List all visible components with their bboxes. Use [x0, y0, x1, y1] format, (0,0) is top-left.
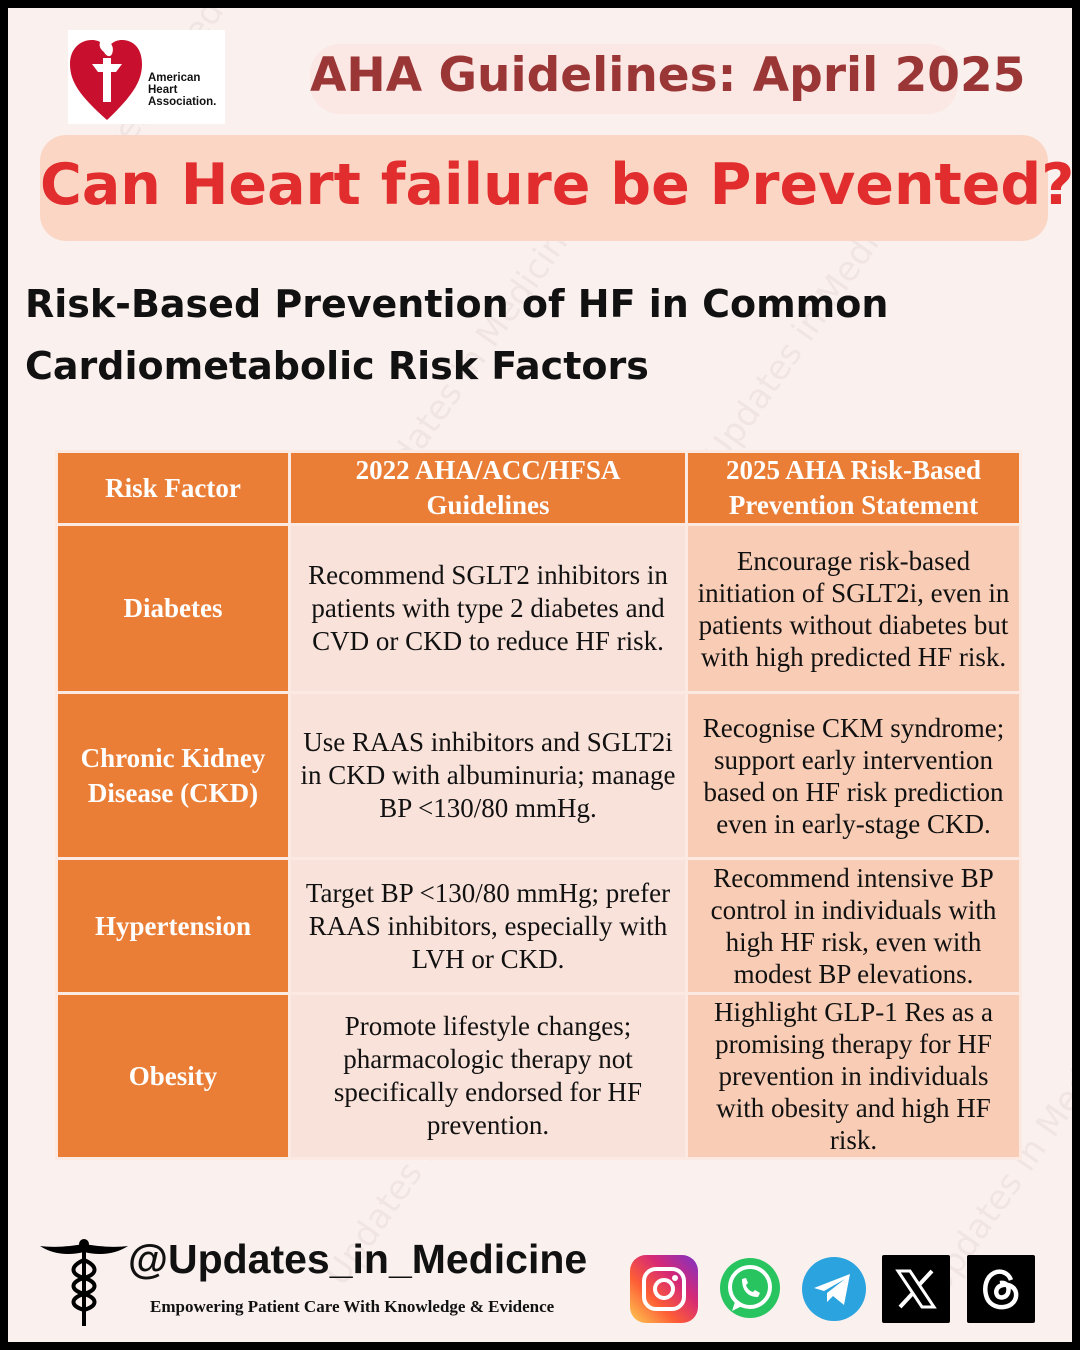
- section-title-line: Risk-Based Prevention of HF in Common: [25, 282, 889, 326]
- guideline-2022-cell: Target BP <130/80 mmHg; prefer RAAS inhi…: [288, 857, 688, 995]
- instagram-icon[interactable]: [630, 1255, 698, 1323]
- statement-2025-cell: Encourage risk-based initiation of SGLT2…: [685, 523, 1022, 694]
- logo-line: Association.: [148, 96, 217, 108]
- aha-heart-torch-icon: [70, 34, 142, 120]
- table-row: Hypertension Target BP <130/80 mmHg; pre…: [55, 857, 1022, 995]
- question-banner-text: Can Heart failure be Prevented?: [40, 152, 1075, 218]
- logo-line: American: [148, 72, 201, 84]
- column-header: 2022 AHA/ACC/HFSA Guidelines: [288, 450, 688, 526]
- table-row: Obesity Promote lifestyle changes; pharm…: [55, 992, 1022, 1160]
- statement-2025-cell: Highlight GLP-1 Res as a promising thera…: [685, 992, 1022, 1160]
- table-header-row: Risk Factor 2022 AHA/ACC/HFSA Guidelines…: [55, 450, 1022, 526]
- top-title-background: [310, 44, 958, 114]
- guideline-2022-cell: Use RAAS inhibitors and SGLT2i in CKD wi…: [288, 691, 688, 860]
- risk-factor-cell: Chronic Kidney Disease (CKD): [55, 691, 291, 860]
- x-icon[interactable]: [882, 1255, 950, 1323]
- comparison-table: Risk Factor 2022 AHA/ACC/HFSA Guidelines…: [55, 450, 1022, 1160]
- footer-tagline: Empowering Patient Care With Knowledge &…: [150, 1297, 555, 1316]
- statement-2025-cell: Recognise CKM syndrome; support early in…: [685, 691, 1022, 860]
- guideline-2022-cell: Recommend SGLT2 inhibitors in patients w…: [288, 523, 688, 694]
- risk-factor-cell: Obesity: [55, 992, 291, 1160]
- risk-factor-cell: Hypertension: [55, 857, 291, 995]
- footer-handle[interactable]: @Updates_in_Medicine: [128, 1236, 588, 1282]
- column-header: Risk Factor: [55, 450, 291, 526]
- section-title: Risk-Based Prevention of HF in Common Ca…: [25, 273, 945, 397]
- section-title-line: Cardiometabolic Risk Factors: [25, 344, 649, 388]
- table-row: Chronic Kidney Disease (CKD) Use RAAS in…: [55, 691, 1022, 860]
- guideline-2022-cell: Promote lifestyle changes; pharmacologic…: [288, 992, 688, 1160]
- whatsapp-icon[interactable]: [716, 1255, 784, 1323]
- telegram-icon[interactable]: [800, 1255, 868, 1323]
- question-banner: [40, 135, 1048, 241]
- logo-line: Heart: [148, 84, 178, 96]
- column-header: 2025 AHA Risk-Based Prevention Statement: [685, 450, 1022, 526]
- aha-logo: American Heart Association.: [68, 30, 225, 124]
- statement-2025-cell: Recommend intensive BP control in indivi…: [685, 857, 1022, 995]
- risk-factor-cell: Diabetes: [55, 523, 291, 694]
- top-title: AHA Guidelines: April 2025: [310, 48, 1026, 103]
- table-row: Diabetes Recommend SGLT2 inhibitors in p…: [55, 523, 1022, 694]
- aha-wordmark: American Heart Association.: [148, 72, 216, 108]
- caduceus-icon: [40, 1239, 128, 1326]
- threads-icon[interactable]: [967, 1255, 1035, 1323]
